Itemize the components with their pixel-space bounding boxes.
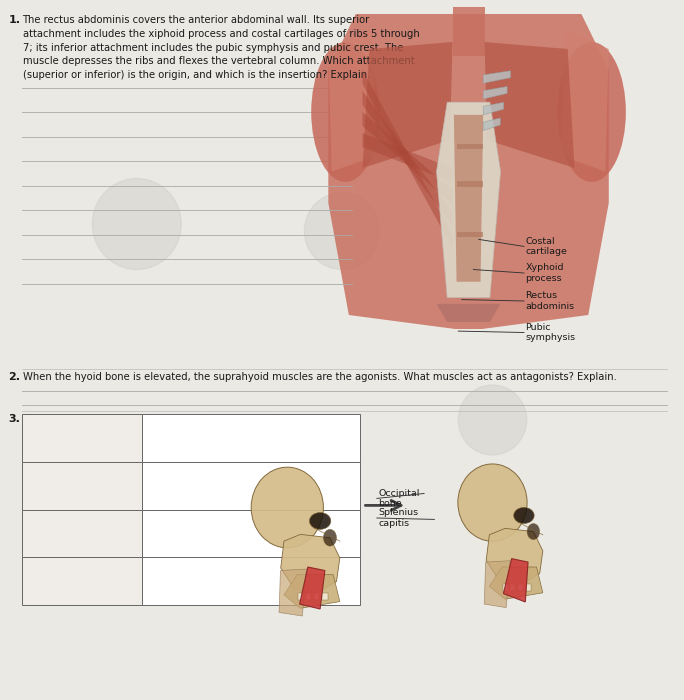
Ellipse shape (458, 464, 527, 541)
Polygon shape (436, 102, 501, 298)
Polygon shape (489, 567, 543, 599)
Ellipse shape (251, 467, 324, 548)
Polygon shape (363, 70, 453, 248)
Text: Splenius
capitis: Splenius capitis (378, 508, 419, 528)
Text: Rectus
abdominis: Rectus abdominis (525, 291, 575, 311)
Polygon shape (328, 14, 609, 329)
Bar (142, 557, 360, 605)
Polygon shape (284, 575, 340, 608)
Polygon shape (483, 102, 503, 115)
Text: Structure acting
as the fulcrum: Structure acting as the fulcrum (29, 570, 107, 592)
Ellipse shape (311, 42, 380, 182)
Polygon shape (456, 232, 483, 237)
Bar (518, 584, 523, 591)
Text: Occipital
bone: Occipital bone (378, 489, 419, 508)
Polygon shape (280, 534, 340, 595)
Polygon shape (561, 28, 609, 172)
Circle shape (92, 178, 181, 270)
Bar (503, 584, 508, 591)
Text: 3.: 3. (8, 414, 20, 424)
Polygon shape (484, 42, 575, 168)
Text: The splenius capitis is a deep muscle on the posterior
surface of the neck. It i: The splenius capitis is a deep muscle on… (23, 414, 331, 479)
Polygon shape (503, 559, 528, 602)
Polygon shape (483, 118, 500, 130)
Bar (314, 592, 319, 600)
Bar (142, 510, 360, 557)
Bar (22, 510, 142, 557)
Text: The rectus abdominis covers the anterior abdominal wall. Its superior
attachment: The rectus abdominis covers the anterior… (23, 15, 419, 80)
Polygon shape (363, 133, 453, 183)
Bar (22, 414, 142, 462)
Polygon shape (483, 71, 510, 83)
Text: When the hyoid bone is elevated, the suprahyoid muscles are the agonists. What m: When the hyoid bone is elevated, the sup… (23, 372, 616, 382)
Polygon shape (486, 528, 543, 587)
Polygon shape (454, 115, 483, 281)
Bar (526, 584, 531, 591)
Bar (142, 462, 360, 510)
Ellipse shape (557, 42, 626, 182)
Text: Costal
cartilage: Costal cartilage (525, 237, 567, 256)
Text: Pubic
symphysis: Pubic symphysis (525, 323, 575, 342)
Ellipse shape (514, 508, 534, 524)
Polygon shape (363, 42, 453, 168)
Text: 2.: 2. (8, 372, 21, 382)
Bar (306, 592, 311, 600)
Text: 1.: 1. (8, 15, 21, 25)
Polygon shape (363, 91, 453, 227)
Polygon shape (484, 561, 510, 608)
Polygon shape (436, 304, 501, 322)
Circle shape (458, 385, 527, 455)
Polygon shape (456, 181, 483, 187)
Bar (510, 584, 516, 591)
Bar (322, 592, 328, 600)
Polygon shape (483, 86, 507, 99)
Bar (22, 557, 142, 605)
Polygon shape (456, 144, 483, 149)
Circle shape (304, 193, 380, 270)
Bar (142, 414, 360, 462)
Text: Xyphoid
process: Xyphoid process (525, 263, 564, 283)
Bar (453, 7, 484, 56)
Text: Insertion of
splenius capitis: Insertion of splenius capitis (29, 475, 105, 497)
Text: Structure acting
as a lever: Structure acting as a lever (29, 522, 107, 545)
Polygon shape (300, 567, 325, 609)
Polygon shape (328, 28, 376, 172)
Bar (22, 462, 142, 510)
Bar (298, 592, 303, 600)
Ellipse shape (324, 529, 337, 546)
Polygon shape (279, 569, 306, 616)
Polygon shape (363, 112, 453, 204)
Ellipse shape (309, 512, 331, 529)
Text: Origin of
splenius capitis: Origin of splenius capitis (29, 427, 105, 449)
Ellipse shape (527, 524, 540, 540)
